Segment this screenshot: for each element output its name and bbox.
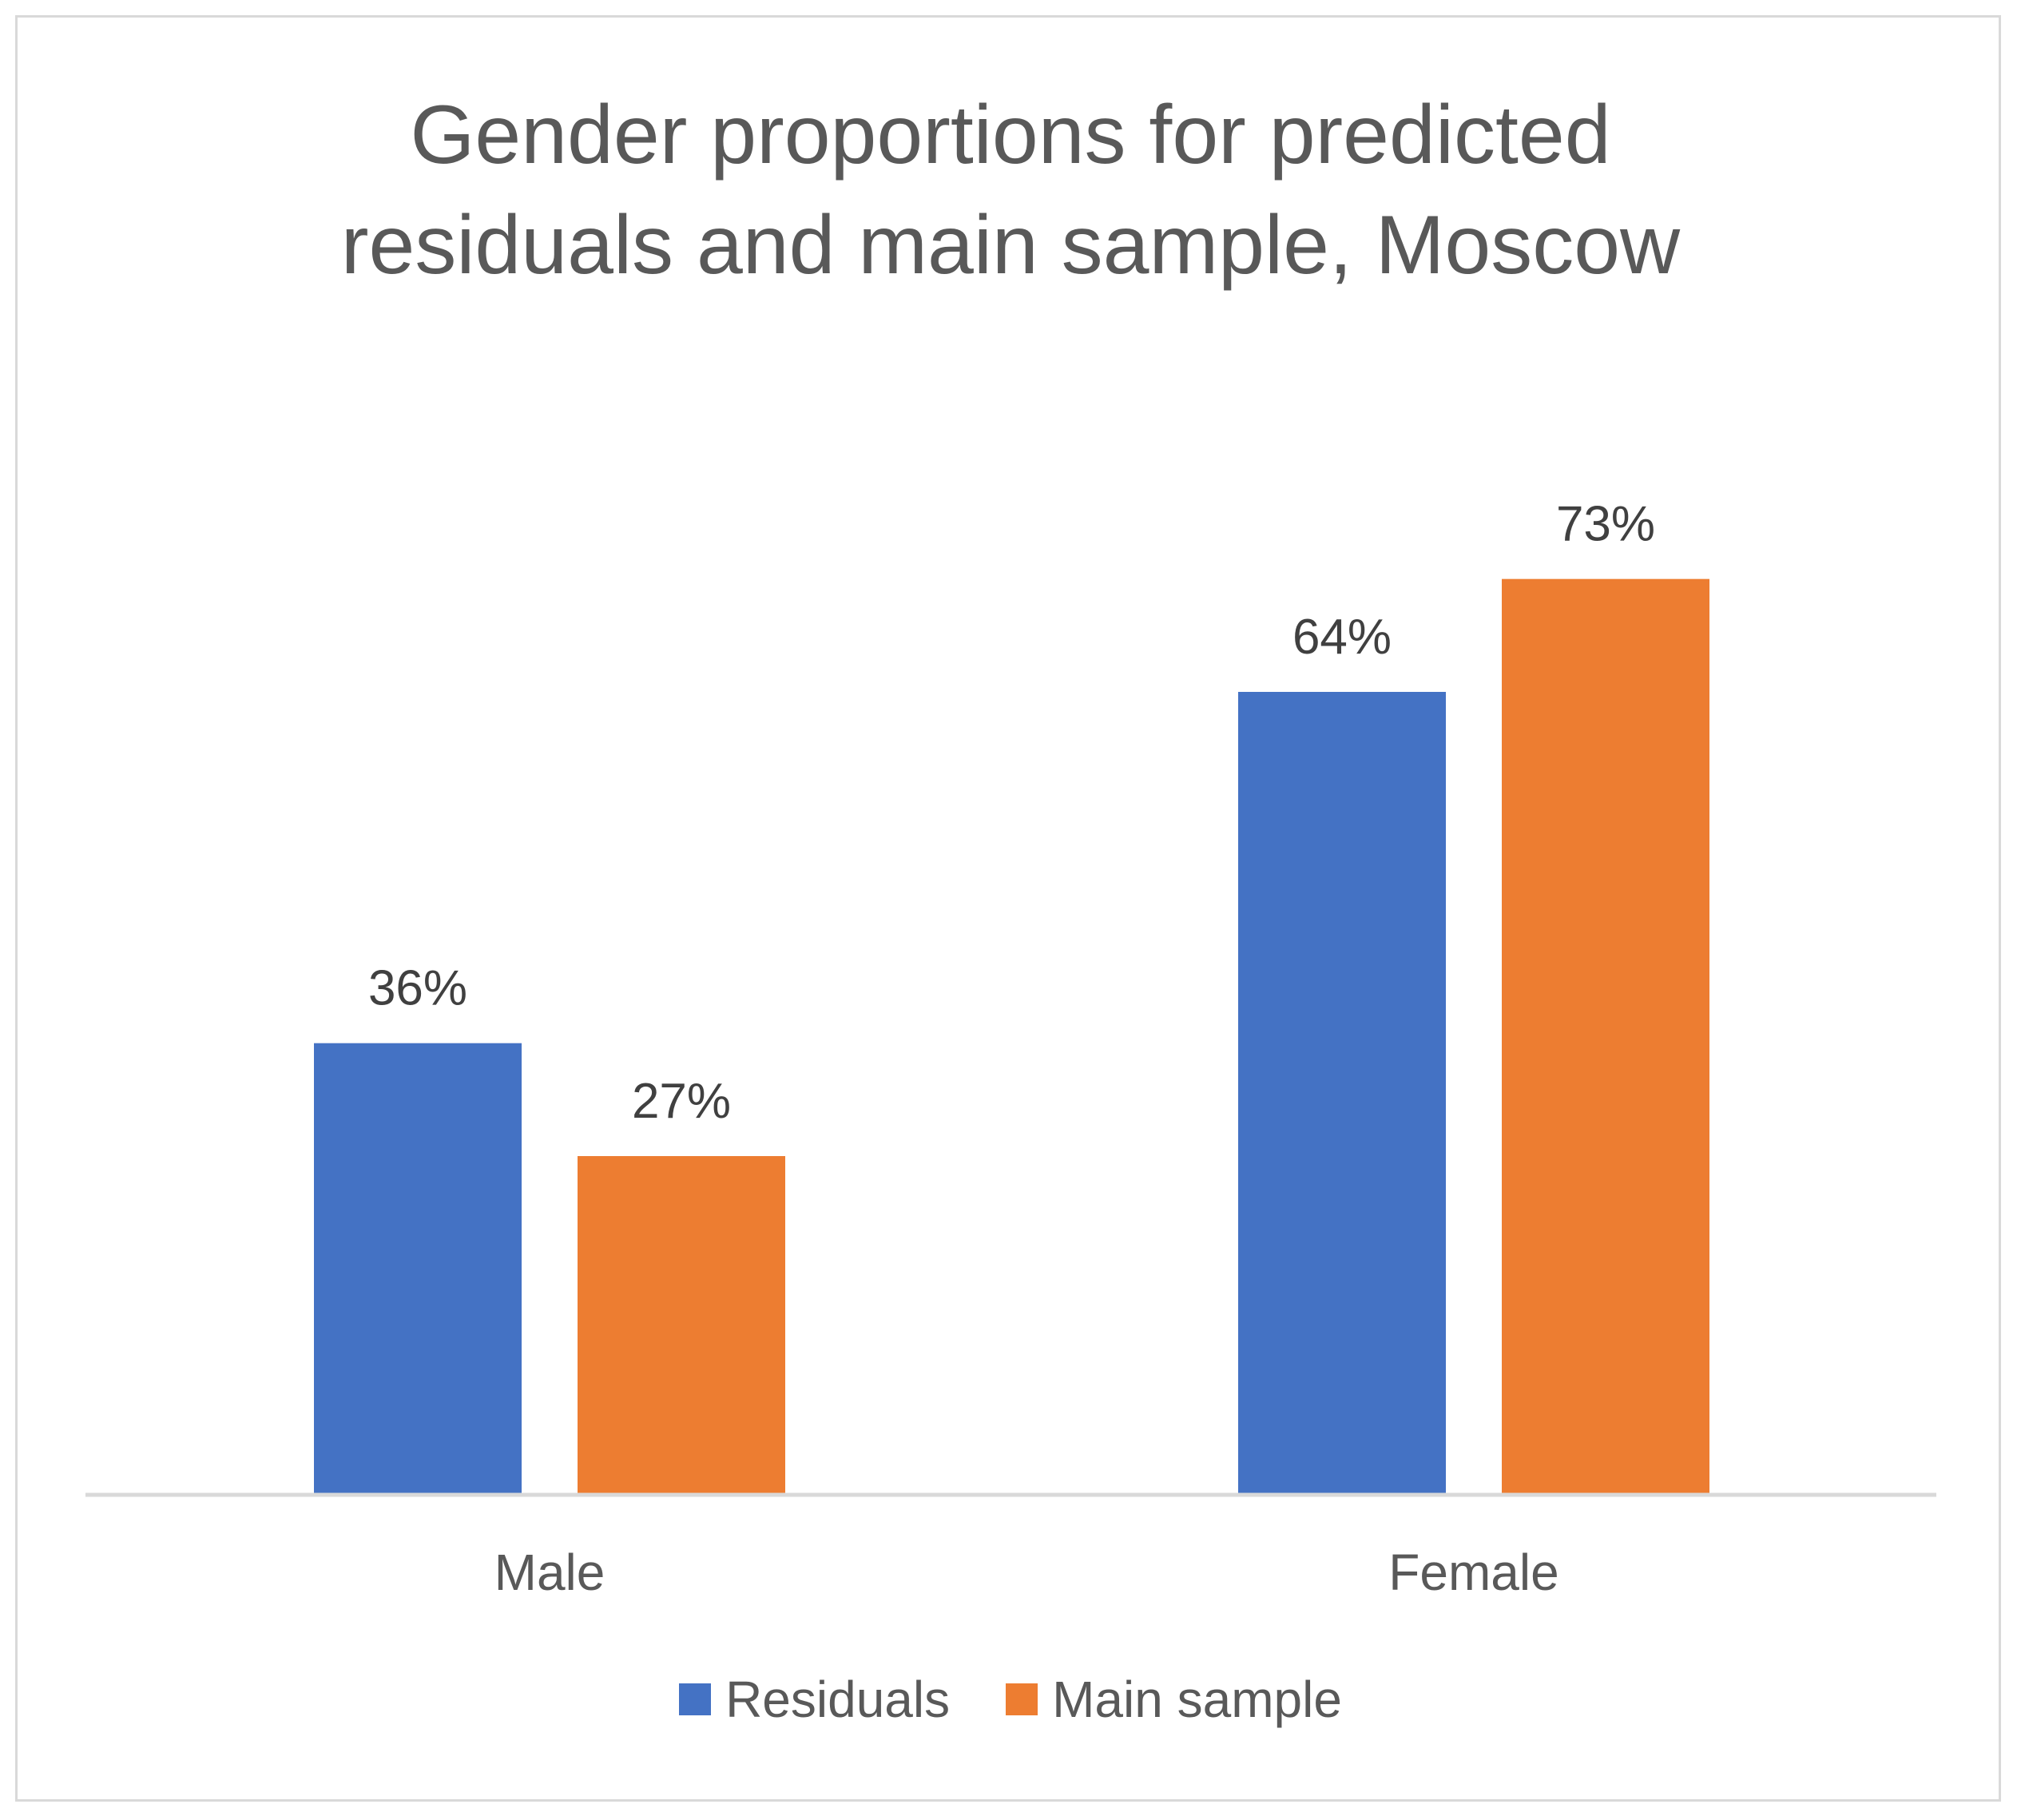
chart-title: Gender proportions for predicted residua… (0, 80, 2021, 300)
legend-swatch-main-sample (1006, 1683, 1038, 1715)
data-label-main-sample-male: 27% (632, 1074, 731, 1129)
legend-item-residuals[interactable]: Residuals (679, 1670, 950, 1729)
category-label-female: Female (1388, 1544, 1558, 1601)
bar-main-sample-female[interactable] (1502, 578, 1709, 1495)
legend-label-residuals: Residuals (725, 1671, 951, 1728)
bar-residuals-male[interactable] (314, 1043, 522, 1495)
data-label-residuals-male: 36% (368, 961, 467, 1016)
legend-swatch-residuals (679, 1683, 712, 1715)
chart-title-line-1: Gender proportions for predicted (410, 89, 1611, 181)
legend: Residuals Main sample (0, 1670, 2021, 1729)
data-label-main-sample-female: 73% (1556, 497, 1655, 552)
category-label-male: Male (494, 1544, 606, 1601)
bar-residuals-female[interactable] (1238, 692, 1446, 1495)
legend-label-main-sample: Main sample (1052, 1671, 1342, 1728)
chart-title-line-2: residuals and main sample, Moscow (340, 199, 1681, 292)
bar-main-sample-male[interactable] (578, 1156, 785, 1495)
legend-item-main-sample[interactable]: Main sample (1006, 1670, 1342, 1729)
data-label-residuals-female: 64% (1292, 610, 1392, 665)
